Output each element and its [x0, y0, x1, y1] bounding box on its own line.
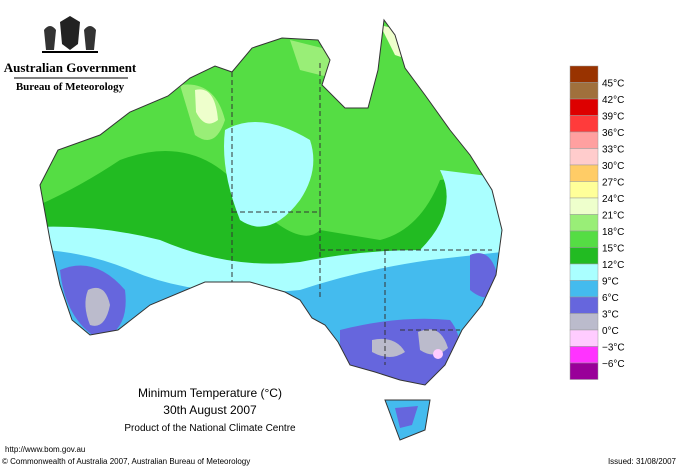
agency-name: Bureau of Meteorology	[16, 81, 125, 93]
legend-label: 15°C	[602, 244, 624, 255]
legend-label: 33°C	[602, 145, 624, 156]
legend-swatch	[569, 230, 599, 248]
legend-label: 9°C	[602, 277, 619, 288]
legend-swatch	[569, 181, 599, 199]
copyright: © Commonwealth of Australia 2007, Austra…	[2, 457, 250, 466]
legend-swatch	[569, 82, 599, 100]
legend-swatch	[569, 148, 599, 166]
legend-swatch	[569, 296, 599, 314]
issued-date: Issued: 31/08/2007	[608, 457, 677, 466]
legend-label: 27°C	[602, 178, 624, 189]
legend-label: 36°C	[602, 128, 624, 139]
legend-label: 30°C	[602, 161, 624, 172]
legend-label: 6°C	[602, 293, 619, 304]
legend-swatch	[569, 362, 599, 380]
legend-label: 24°C	[602, 194, 624, 205]
source-url: http://www.bom.gov.au	[5, 445, 85, 454]
legend-swatch	[569, 131, 599, 149]
map-title: Minimum Temperature (°C)	[138, 386, 282, 400]
legend-swatch	[569, 98, 599, 116]
legend: 45°C 42°C 39°C 36°C 33°C 30°C 27°C 24°C 21°C 18°C…	[569, 65, 625, 380]
legend-label: 3°C	[602, 310, 619, 321]
legend-label: 12°C	[602, 260, 624, 271]
map-date: 30th August 2007	[163, 403, 257, 417]
legend-swatch	[569, 329, 599, 347]
state-borders	[231, 60, 492, 365]
government-name: Australian Government	[4, 60, 137, 75]
map-product: Product of the National Climate Centre	[124, 423, 296, 434]
legend-label: 18°C	[602, 227, 624, 238]
legend-label: 0°C	[602, 326, 619, 337]
legend-label: −6°C	[602, 359, 625, 370]
legend-swatch	[569, 214, 599, 232]
coastline	[39, 18, 503, 386]
legend-swatch	[569, 115, 599, 133]
legend-swatch	[569, 280, 599, 298]
coat-of-arms	[42, 16, 98, 53]
legend-swatch	[569, 197, 599, 215]
legend-swatch	[569, 164, 599, 182]
legend-label: 45°C	[602, 79, 624, 90]
tasmania-cold	[395, 406, 418, 428]
legend-swatch	[569, 263, 599, 281]
legend-label: −3°C	[602, 343, 625, 354]
legend-label: 39°C	[602, 112, 624, 123]
legend-swatch	[569, 65, 599, 83]
legend-label: 42°C	[602, 95, 624, 106]
legend-swatch	[569, 346, 599, 364]
legend-swatch	[569, 313, 599, 331]
legend-label: 21°C	[602, 211, 624, 222]
legend-swatch	[569, 247, 599, 265]
